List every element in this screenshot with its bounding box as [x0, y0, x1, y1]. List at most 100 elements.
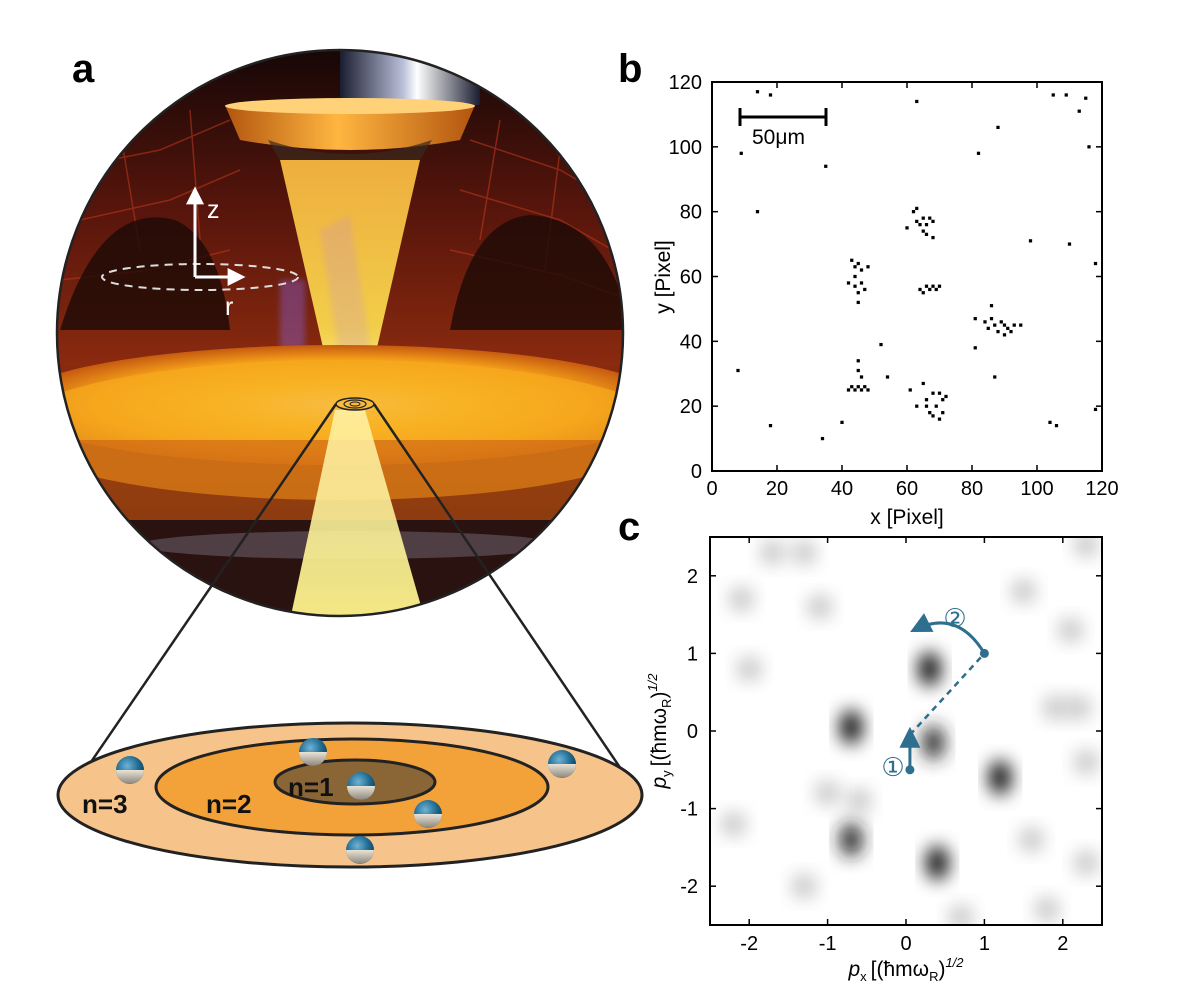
pixel-point: [755, 90, 760, 94]
pixel-point: [755, 210, 760, 214]
pixel-point: [856, 385, 860, 389]
pixel-point: [934, 287, 938, 292]
pixel-point: [921, 216, 925, 220]
chart-c: -2 -1 0 1 2 -2 -1 0 1 2 ① ② px [(ħmωR)1/2 py[(ħmω…: [645, 536, 1103, 984]
pixel-point: [989, 317, 994, 321]
chart-c-y-ticks: -2 -1 0 1 2: [680, 566, 1102, 898]
pixel-point: [915, 404, 919, 408]
pixel-point: [924, 284, 929, 288]
pixel-point: [824, 164, 828, 168]
panel-label-a: a: [72, 47, 95, 91]
axis-z-label: z: [207, 196, 220, 224]
density-peak: [922, 725, 945, 760]
shell-label-n3: n=3: [82, 789, 128, 819]
pixel-point: [986, 326, 990, 330]
atom: [548, 750, 576, 778]
density-peak: [1066, 695, 1091, 720]
step-2-arrow: [910, 613, 986, 655]
pixel-point: [1012, 323, 1016, 327]
pixel-point: [850, 258, 854, 262]
pixel-point: [918, 287, 922, 292]
pixel-point: [859, 375, 864, 379]
chart-b: 0 20 40 60 80 100 120 0 20 40 60 80 100 120 50μm x […: [652, 72, 1119, 529]
density-peak: [846, 788, 871, 813]
apparatus-illustration: [57, 50, 623, 616]
chart-c-x-axis-label: px [(ħmωR)1/2: [847, 955, 964, 984]
pixel-point: [846, 281, 851, 285]
atom: [299, 738, 327, 766]
chart-b-y-axis-label: y [Pixel]: [652, 240, 675, 314]
pixel-point: [1054, 423, 1059, 428]
atoms: [116, 738, 576, 864]
axis-r-label: r: [225, 293, 233, 321]
shell-label-n2: n=2: [206, 789, 252, 819]
pixel-point: [996, 125, 1000, 130]
density-peak: [792, 874, 817, 899]
x-tick-label: 60: [896, 478, 918, 500]
pixel-point: [879, 342, 883, 347]
x-tick-label: -2: [740, 933, 758, 955]
chart-c-background: [710, 537, 1102, 925]
step-2-marker: ②: [943, 604, 966, 634]
scale-bar: 50μm: [738, 108, 828, 149]
pixel-point: [856, 368, 860, 373]
pixel-point: [850, 385, 854, 389]
pixel-point: [885, 375, 890, 379]
density-peak: [815, 781, 840, 806]
pixel-point: [1048, 420, 1052, 424]
chart-b-y-ticks: 0 20 40 60 80 100 120: [669, 72, 1102, 483]
pixel-point: [1006, 326, 1010, 330]
pixel-point: [1002, 323, 1007, 327]
x-tick-label: 0: [900, 933, 911, 955]
atom: [347, 772, 375, 800]
panel-label-b: b: [618, 47, 642, 91]
pixel-point: [859, 268, 864, 272]
chart-b-x-ticks: 0 20 40 60 80 100 120: [706, 82, 1119, 500]
pixel-point: [921, 291, 925, 295]
pixel-point: [915, 206, 919, 211]
pixel-point: [931, 391, 935, 395]
pixel-point: [1051, 93, 1055, 97]
y-tick-label: -2: [680, 876, 698, 898]
pixel-point: [840, 420, 844, 424]
pixel-point: [1028, 239, 1033, 243]
pixel-point: [928, 216, 932, 220]
apparatus-circle-border: [55, 48, 625, 618]
scale-bar-label: 50μm: [752, 126, 805, 149]
density-peak: [948, 905, 973, 925]
pixel-point: [999, 320, 1003, 324]
pixel-point: [866, 388, 870, 392]
pixel-point: [859, 388, 864, 392]
pixel-point: [863, 385, 867, 389]
x-tick-label: 2: [1057, 933, 1068, 955]
pixel-point: [976, 151, 981, 155]
density-peak: [989, 760, 1012, 795]
chart-c-x-ticks: -2 -1 0 1 2: [740, 537, 1068, 955]
pixel-point: [1019, 323, 1023, 327]
pixel-point: [866, 265, 870, 269]
pixel-point: [1067, 242, 1072, 246]
pixel-point: [941, 398, 945, 402]
pixel-point: [941, 411, 945, 415]
pixel-point: [928, 287, 932, 292]
pixel-point: [931, 284, 935, 288]
pixel-point: [983, 320, 987, 324]
pixel-point: [937, 391, 942, 395]
pixel-point: [856, 291, 860, 295]
density-peak: [721, 812, 746, 837]
pixel-point: [768, 93, 773, 97]
pixel-point: [1002, 333, 1007, 337]
y-tick-label: 2: [687, 566, 698, 588]
y-tick-label: -1: [680, 799, 698, 821]
pixel-point: [921, 229, 925, 233]
density-peak: [807, 594, 832, 619]
x-tick-label: 20: [766, 478, 788, 500]
density-peak: [1035, 897, 1060, 922]
density-peak: [926, 845, 949, 880]
panel-label-c: c: [618, 505, 640, 549]
density-peak: [1058, 618, 1083, 643]
y-tick-label: 60: [680, 267, 702, 289]
density-peak: [1019, 827, 1044, 852]
pixel-point: [924, 223, 929, 227]
y-tick-label: 100: [669, 137, 702, 159]
